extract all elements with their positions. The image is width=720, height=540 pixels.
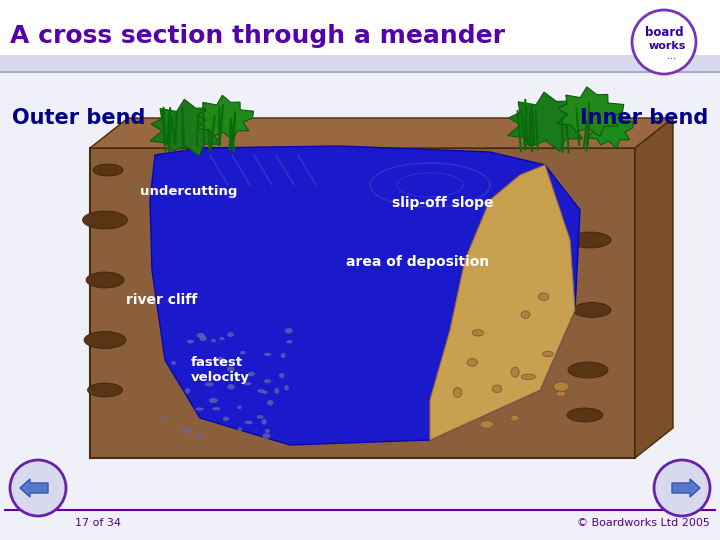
Ellipse shape	[274, 388, 279, 394]
Ellipse shape	[264, 379, 271, 383]
Polygon shape	[150, 146, 580, 445]
Polygon shape	[197, 95, 253, 140]
Polygon shape	[150, 99, 227, 156]
Ellipse shape	[83, 211, 127, 229]
Ellipse shape	[199, 336, 207, 341]
Ellipse shape	[84, 332, 126, 348]
Ellipse shape	[510, 415, 519, 421]
Bar	[0, 510, 720, 540]
Ellipse shape	[454, 388, 462, 397]
Text: ...: ...	[667, 51, 677, 61]
Ellipse shape	[182, 428, 191, 434]
FancyArrow shape	[672, 479, 700, 497]
Ellipse shape	[248, 372, 255, 376]
Text: river cliff: river cliff	[126, 293, 197, 307]
Text: 17 of 34: 17 of 34	[75, 518, 121, 528]
Polygon shape	[588, 107, 634, 148]
Polygon shape	[508, 92, 590, 151]
Ellipse shape	[285, 328, 293, 333]
Ellipse shape	[227, 332, 234, 337]
Ellipse shape	[262, 390, 268, 394]
Bar	[0, 72, 720, 502]
Ellipse shape	[227, 367, 235, 372]
Ellipse shape	[263, 433, 271, 438]
Ellipse shape	[511, 367, 519, 377]
Ellipse shape	[257, 389, 265, 393]
Ellipse shape	[187, 340, 194, 343]
Ellipse shape	[569, 232, 611, 248]
Ellipse shape	[554, 382, 569, 392]
Ellipse shape	[197, 333, 204, 338]
Ellipse shape	[543, 352, 553, 356]
Text: © Boardworks Ltd 2005: © Boardworks Ltd 2005	[577, 518, 710, 528]
Ellipse shape	[492, 385, 502, 393]
Bar	[0, 0, 720, 72]
Polygon shape	[430, 165, 575, 440]
Ellipse shape	[237, 406, 242, 409]
Ellipse shape	[279, 373, 284, 378]
Ellipse shape	[467, 359, 477, 366]
Text: A cross section through a meander: A cross section through a meander	[10, 24, 505, 48]
Ellipse shape	[521, 374, 536, 380]
Circle shape	[654, 460, 710, 516]
Ellipse shape	[222, 416, 229, 421]
Text: area of deposition: area of deposition	[346, 255, 489, 269]
Ellipse shape	[211, 339, 216, 342]
Ellipse shape	[209, 398, 217, 403]
Ellipse shape	[240, 351, 246, 354]
Ellipse shape	[195, 435, 202, 438]
Ellipse shape	[261, 419, 266, 425]
Ellipse shape	[573, 302, 611, 318]
Ellipse shape	[287, 340, 292, 343]
Circle shape	[10, 460, 66, 516]
Text: slip-off slope: slip-off slope	[392, 195, 494, 210]
Ellipse shape	[212, 407, 220, 410]
Polygon shape	[557, 87, 624, 137]
Ellipse shape	[217, 357, 224, 361]
Circle shape	[632, 10, 696, 74]
Ellipse shape	[521, 311, 530, 319]
Ellipse shape	[185, 388, 190, 394]
Ellipse shape	[243, 382, 251, 385]
Text: works: works	[648, 41, 685, 51]
FancyArrow shape	[20, 479, 48, 497]
Bar	[90, 148, 635, 458]
Polygon shape	[90, 118, 673, 148]
Ellipse shape	[265, 429, 270, 433]
Text: Outer bend: Outer bend	[12, 108, 145, 128]
Text: fastest
velocity: fastest velocity	[191, 356, 250, 384]
Text: board: board	[644, 26, 683, 39]
Ellipse shape	[281, 353, 286, 358]
Ellipse shape	[220, 337, 225, 340]
Ellipse shape	[228, 384, 235, 389]
Ellipse shape	[86, 272, 124, 288]
Ellipse shape	[567, 408, 603, 422]
Ellipse shape	[568, 362, 608, 378]
Ellipse shape	[284, 385, 289, 390]
Ellipse shape	[195, 408, 204, 410]
Text: Inner bend: Inner bend	[580, 108, 708, 128]
Ellipse shape	[163, 416, 167, 419]
Ellipse shape	[171, 361, 176, 365]
Polygon shape	[635, 118, 673, 458]
Ellipse shape	[93, 164, 123, 176]
Ellipse shape	[88, 383, 122, 397]
Bar	[0, 55, 720, 72]
Ellipse shape	[257, 415, 264, 419]
Ellipse shape	[267, 400, 274, 406]
Ellipse shape	[264, 353, 271, 356]
Ellipse shape	[539, 293, 549, 301]
Ellipse shape	[480, 421, 494, 428]
Text: undercutting: undercutting	[140, 185, 238, 198]
Ellipse shape	[244, 421, 253, 424]
Ellipse shape	[472, 329, 484, 336]
Ellipse shape	[556, 391, 566, 396]
Ellipse shape	[204, 382, 213, 387]
Ellipse shape	[238, 428, 243, 431]
